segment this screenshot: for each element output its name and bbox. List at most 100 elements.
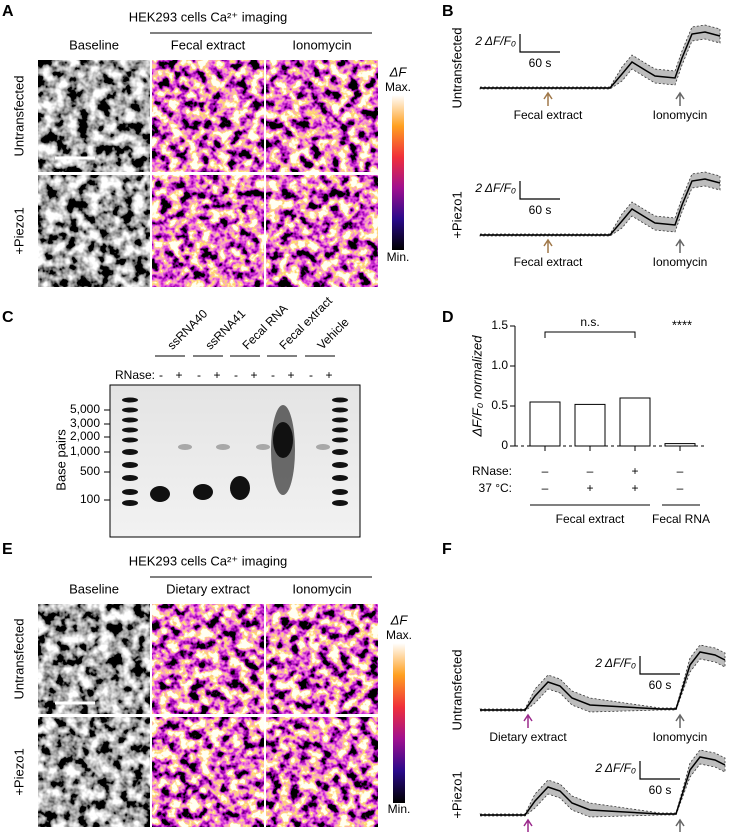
arrow [543,238,553,253]
bar [664,443,696,447]
arrow [543,91,553,106]
rnase-sign: - [234,368,238,382]
y-axis-label: Base pairs [53,429,68,491]
rnase-label: RNase: [115,368,155,382]
group-label: Fecal extract [556,512,625,526]
ladder-label: 3,000 [70,416,100,430]
bar [574,403,606,447]
arrow [523,713,533,728]
condition-sign: + [586,481,593,495]
arrow-label: Ionomycin [653,255,708,269]
arrow [523,818,533,832]
condition-label: RNase: [472,464,512,478]
rnase-sign: - [271,368,275,382]
ladder-label: 2,000 [70,429,100,443]
colorbar-min: Min. [388,802,411,816]
scale-bar [519,34,560,53]
sem-band [479,171,721,237]
arrow [675,713,685,728]
arrow [675,238,685,253]
scale-y-label: 2 ΔF/F₀ [474,34,516,48]
condition-sign: – [542,481,549,495]
micrograph [37,716,151,828]
mean-trace [480,756,726,816]
micrograph [151,59,265,173]
column-header: Baseline [69,37,119,52]
colorbar [392,95,404,250]
rnase-sign: + [250,368,257,382]
sem-band [479,749,726,818]
colorbar-min: Min. [387,250,410,264]
scale-y-label: 2 ΔF/F₀ [594,761,636,775]
micrograph [151,603,265,715]
condition-sign: – [677,481,684,495]
rnase-sign: + [213,368,220,382]
panel-title: HEK293 cells Ca²⁺ imaging [129,553,288,568]
row-label: Untransfected [449,28,464,109]
traces: Untransfected 2 ΔF/F₀ 60 s Dietary extract I… [449,644,726,832]
condition-sign: – [587,464,594,478]
scale-x-label: 60 s [649,678,672,692]
column-header: Baseline [69,581,119,596]
arrow-label: Ionomycin [653,730,708,744]
y-tick-label: 1.0 [491,358,508,372]
bands [122,397,348,506]
y-tick-label: 0 [501,438,508,452]
row-label: Untransfected [449,650,464,731]
mean-trace [480,651,726,711]
ladder-label: 500 [80,464,100,478]
row-label: +Piezo1 [11,207,26,254]
lane-label: ssRNA40 [164,306,210,352]
micrograph [151,174,265,288]
panel-label: F [442,541,452,558]
column-header: Ionomycin [292,37,351,52]
panel-label: C [2,309,14,326]
colorbar-title: ΔF [390,612,409,627]
micrograph [37,174,151,288]
micrograph [265,59,379,173]
bar [529,401,561,447]
bar [619,397,651,447]
row-label: Untransfected [11,76,26,157]
scale-bar [639,656,680,675]
row-label: +Piezo1 [11,748,26,795]
rnase-sign: + [287,368,294,382]
arrow-label: Ionomycin [653,108,708,122]
scale-bar [639,761,680,780]
rnase-sign: + [175,368,182,382]
colorbar-max: Max. [385,80,411,94]
condition-sign: – [542,464,549,478]
bar-chart: D ΔF/F₀ normalized n.s. **** 0 0.5 1.0 1.5 R… [442,309,710,526]
arrow-label: Fecal extract [514,255,583,269]
arrow-label: Fecal extract [514,108,583,122]
colorbar-title: ΔF [389,64,408,79]
micrograph [265,716,379,828]
column-header: Fecal extract [171,37,246,52]
ladder-label: 1,000 [70,444,100,458]
condition-label: 37 °C: [479,481,512,495]
arrow [675,818,685,832]
mean-trace [480,31,721,89]
column-header: Ionomycin [292,581,351,596]
micrograph [151,716,265,828]
traces: Untransfected 2 ΔF/F₀ 60 s Fecal extract Ion… [449,24,721,269]
rnase-sign: - [197,368,201,382]
y-axis-label: ΔF/F₀ normalized [469,335,484,438]
panel-label: D [442,309,454,326]
mean-trace [480,178,721,236]
panel-label: A [2,3,14,20]
scale-x-label: 60 s [649,783,672,797]
scale-y-label: 2 ΔF/F₀ [474,181,516,195]
arrow [675,91,685,106]
row-label: Untransfected [11,619,26,700]
sem-band [479,24,721,90]
colorbar [393,643,405,803]
panel-title: HEK293 cells Ca²⁺ imaging [129,9,288,24]
y-tick-label: 0.5 [491,398,508,412]
column-header: Dietary extract [166,581,250,596]
micrograph [265,603,379,715]
colorbar-max: Max. [386,628,412,642]
panel-label: B [442,3,454,20]
